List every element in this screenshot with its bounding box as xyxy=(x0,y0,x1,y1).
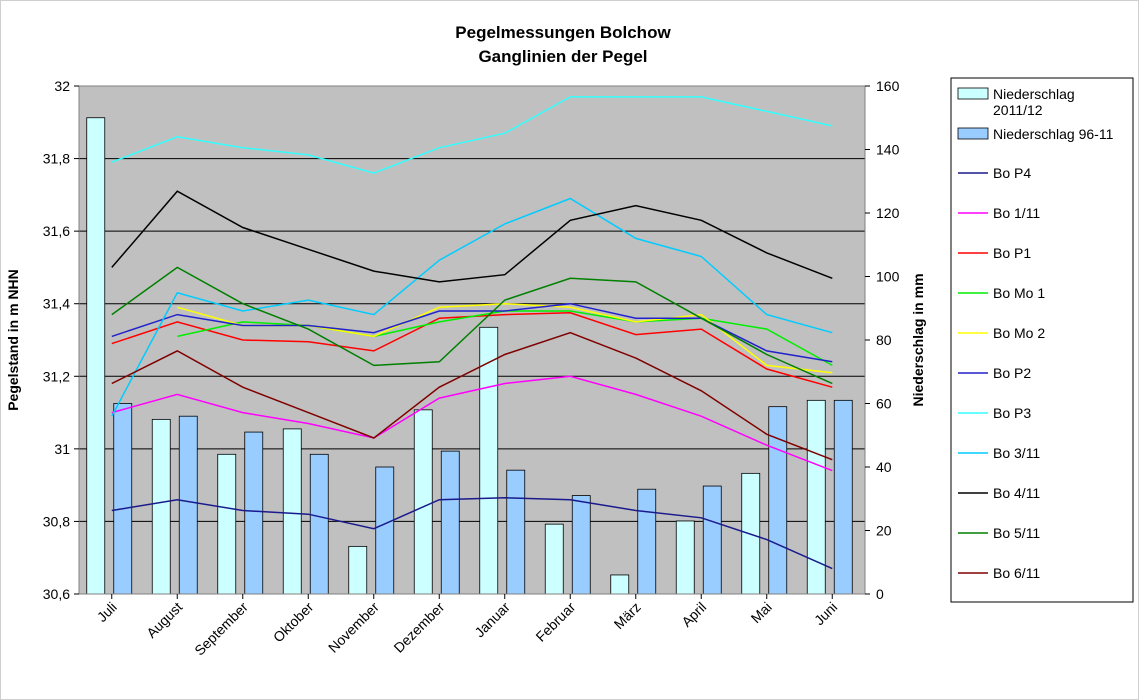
x-tick-label: Oktober xyxy=(270,599,317,646)
bar-niederschlag-2011-12 xyxy=(675,520,695,595)
legend-label: Bo 5/11 xyxy=(993,525,1040,541)
legend-swatch xyxy=(957,127,989,140)
x-tick-label: März xyxy=(611,599,644,632)
legend-label: Niederschlag 96-11 xyxy=(993,126,1114,142)
bar-niederschlag-96-11 xyxy=(375,466,395,595)
bar-niederschlag-96-11 xyxy=(833,399,853,595)
y-right-tick-label: 160 xyxy=(876,78,900,94)
x-tick-label: Februar xyxy=(532,599,578,645)
y-right-tick-label: 40 xyxy=(876,459,892,475)
bar-niederschlag-96-11 xyxy=(244,431,264,595)
bar-niederschlag-96-11 xyxy=(571,495,591,595)
y-left-tick-label: 31,2 xyxy=(43,368,70,384)
x-tick-label: Mai xyxy=(748,599,775,626)
bar-niederschlag-2011-12 xyxy=(348,545,368,595)
y-right-tick-label: 60 xyxy=(876,396,892,412)
y-left-tick-label: 30,6 xyxy=(43,586,70,602)
x-tick-label: Dezember xyxy=(390,599,447,656)
line-bo-6-11 xyxy=(111,331,833,461)
bar-niederschlag-2011-12 xyxy=(151,418,171,595)
line-bo-p3 xyxy=(111,96,833,174)
bar-niederschlag-96-11 xyxy=(113,403,133,595)
legend-swatch xyxy=(957,87,989,100)
y-left-tick-label: 31 xyxy=(54,441,70,457)
y-right-tick-label: 80 xyxy=(876,332,892,348)
bar-niederschlag-96-11 xyxy=(178,415,198,595)
legend-box xyxy=(950,77,1134,603)
y-right-tick-label: 100 xyxy=(876,269,900,285)
line-bo-p4 xyxy=(111,497,833,570)
legend-label: Bo 6/11 xyxy=(993,565,1040,581)
bar-niederschlag-96-11 xyxy=(440,450,460,595)
chart-subtitle: Ganglinien der Pegel xyxy=(478,47,647,66)
x-tick-label: Juni xyxy=(811,599,840,628)
legend-label: Bo 3/11 xyxy=(993,445,1040,461)
line-bo-1-11 xyxy=(111,375,833,472)
y-axis-left-label: Pegelstand in m NHN xyxy=(5,269,21,411)
line-group xyxy=(111,96,833,570)
legend-label: Bo Mo 2 xyxy=(993,325,1045,341)
legend-label: Bo 4/11 xyxy=(993,485,1040,501)
bar-group xyxy=(86,117,853,595)
y-axis-right-label: Niederschlag in mm xyxy=(910,273,926,406)
y-left-tick-label: 31,6 xyxy=(43,223,70,239)
bar-niederschlag-96-11 xyxy=(309,453,329,595)
chart-title: Pegelmessungen Bolchow xyxy=(455,23,671,42)
legend-label: Bo 1/11 xyxy=(993,205,1040,221)
legend-label: 2011/12 xyxy=(993,102,1043,118)
bar-niederschlag-2011-12 xyxy=(413,409,433,595)
bar-niederschlag-2011-12 xyxy=(610,574,630,595)
x-tick-label: April xyxy=(678,599,709,630)
line-bo-3-11 xyxy=(111,197,833,417)
y-right-tick-label: 140 xyxy=(876,142,900,158)
bar-niederschlag-2011-12 xyxy=(217,453,237,595)
bar-niederschlag-2011-12 xyxy=(479,326,499,595)
line-bo-4-11 xyxy=(111,190,833,283)
y-right-tick-label: 120 xyxy=(876,205,900,221)
bar-niederschlag-96-11 xyxy=(506,469,526,595)
y-axis-right-ticks: 0 20 40 60 80 100 120 140 160 xyxy=(865,78,900,602)
bar-niederschlag-2011-12 xyxy=(282,428,302,595)
y-right-tick-label: 0 xyxy=(876,586,884,602)
legend-label: Bo P3 xyxy=(993,405,1031,421)
gridlines xyxy=(79,158,865,522)
x-tick-label: November xyxy=(325,599,382,656)
y-axis-left-ticks: 30,6 30,8 31 31,2 31,4 31,6 31,8 32 xyxy=(43,78,79,602)
y-right-tick-label: 20 xyxy=(876,523,892,539)
bar-niederschlag-2011-12 xyxy=(86,117,106,595)
y-left-tick-label: 31,8 xyxy=(43,151,70,167)
line-bo-5-11 xyxy=(111,266,833,385)
legend-label: Niederschlag xyxy=(993,86,1075,102)
x-tick-label: August xyxy=(143,599,185,641)
legend-label: Bo Mo 1 xyxy=(993,285,1045,301)
x-axis-ticks: Juli August September Oktober November Dezemb… xyxy=(94,594,840,659)
x-tick-label: September xyxy=(191,599,251,659)
bar-niederschlag-96-11 xyxy=(702,485,722,595)
bar-niederschlag-2011-12 xyxy=(544,523,564,595)
legend-label: Bo P4 xyxy=(993,165,1031,181)
x-tick-label: Januar xyxy=(471,599,513,641)
x-tick-label: Juli xyxy=(94,599,120,625)
bar-niederschlag-96-11 xyxy=(768,406,788,595)
legend-label: Bo P2 xyxy=(993,365,1031,381)
y-left-tick-label: 30,8 xyxy=(43,513,70,529)
legend-label: Bo P1 xyxy=(993,245,1031,261)
y-left-tick-label: 31,4 xyxy=(43,296,70,312)
bar-niederschlag-96-11 xyxy=(637,488,657,595)
y-left-tick-label: 32 xyxy=(54,78,70,94)
